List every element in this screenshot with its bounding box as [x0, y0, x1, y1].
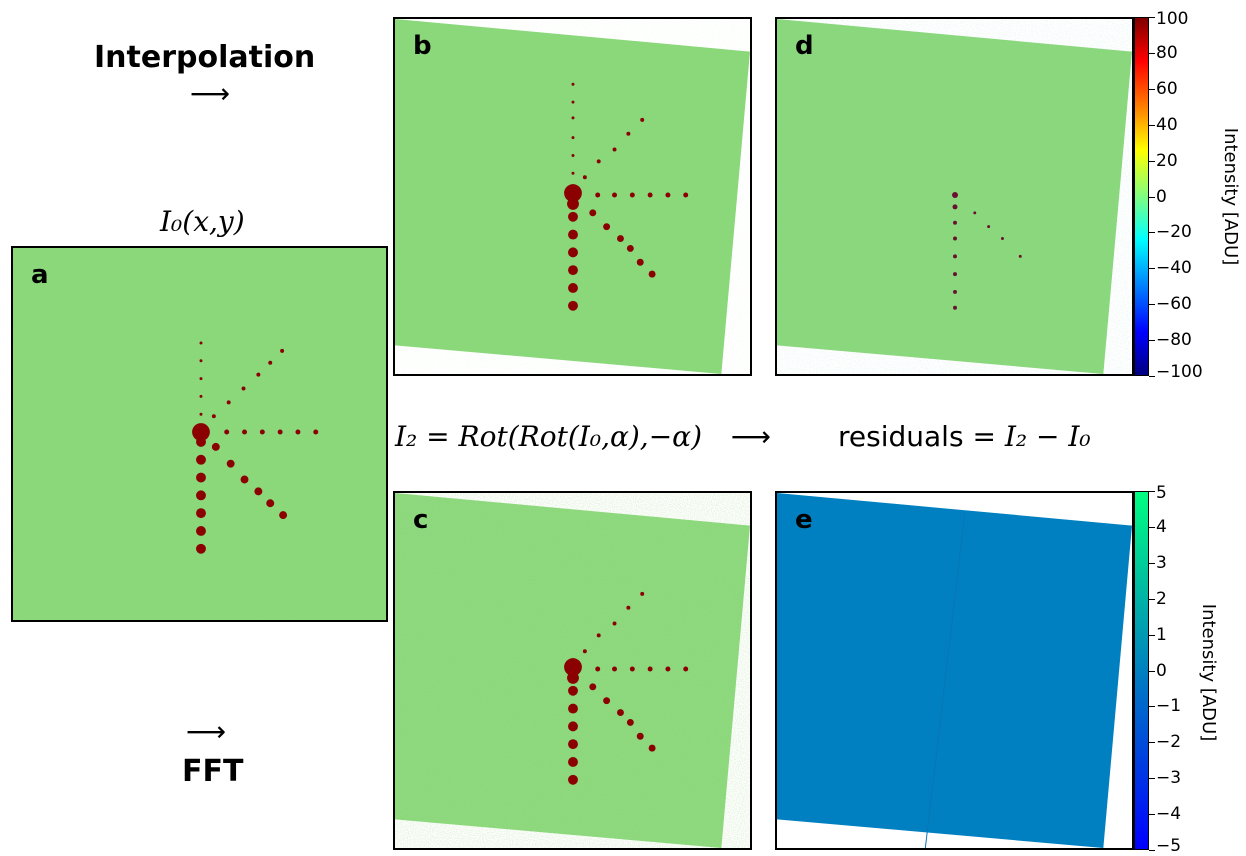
colorbar-bottom-label: Intensity [ADU] — [1198, 603, 1220, 742]
colorbar-bottom-tick-label: −2 — [1156, 732, 1182, 753]
panel-e-image — [777, 493, 1132, 848]
colorbar-top-tickmark — [1149, 17, 1155, 18]
colorbar-top-tickmark — [1149, 340, 1155, 342]
colorbar-bottom-tickmark — [1149, 778, 1155, 780]
colorbar-top-label: Intensity [ADU] — [1220, 127, 1242, 266]
colorbar-top-tickmark — [1149, 124, 1155, 126]
panel-d-interpolation-residuals: d — [775, 17, 1134, 376]
colorbar-bottom-tickmark — [1149, 598, 1155, 600]
colorbar-bottom-tick-label: −3 — [1156, 768, 1182, 789]
colorbar-bottom-tickmark — [1149, 562, 1155, 564]
colorbar-top-tick-label: −40 — [1156, 258, 1192, 279]
colorbar-top-tickmark — [1149, 304, 1155, 306]
colorbar-bottom — [1134, 491, 1149, 850]
colorbar-bottom-tickmark — [1149, 526, 1155, 528]
panel-b-image — [395, 19, 750, 374]
colorbar-bottom-tickmark — [1149, 742, 1155, 744]
colorbar-bottom-tick-label: −5 — [1156, 836, 1182, 856]
colorbar-top-tick-label: −80 — [1156, 330, 1192, 351]
colorbar-bottom-tick-label: −4 — [1156, 804, 1182, 825]
colorbar-top-tick-label: 0 — [1156, 186, 1167, 207]
colorbar-top — [1134, 17, 1149, 376]
panel-d-spots — [952, 192, 1022, 310]
panel-c-letter: c — [413, 505, 429, 535]
panel-e-letter: e — [795, 505, 813, 535]
panel-a-image — [13, 248, 386, 620]
fft-arrow-icon: ⟶ — [186, 715, 227, 748]
panel-c-image — [395, 493, 750, 848]
colorbar-bottom-tick-label: 4 — [1156, 516, 1167, 537]
colorbar-bottom-tick-label: 3 — [1156, 552, 1167, 573]
panel-e-fft-residuals: e — [775, 491, 1134, 850]
colorbar-bottom-tick-label: 0 — [1156, 660, 1167, 681]
colorbar-bottom-tick-label: 5 — [1156, 483, 1167, 503]
colorbar-bottom-tickmark — [1149, 670, 1155, 672]
residuals-word: residuals — [838, 420, 964, 453]
panel-b-interpolation-result: b — [393, 17, 752, 376]
colorbar-top-tick-label: 100 — [1156, 9, 1189, 29]
equation-arrow-icon: ⟶ — [730, 420, 772, 453]
colorbar-bottom-tickmark — [1149, 850, 1155, 851]
panel-d-letter: d — [795, 31, 814, 61]
panel-b-letter: b — [413, 31, 432, 61]
interpolation-arrow-icon: ⟶ — [190, 77, 231, 110]
colorbar-top-tickmark — [1149, 268, 1155, 270]
colorbar-top-tickmark — [1149, 232, 1155, 234]
panel-c-fft-result: c — [393, 491, 752, 850]
colorbar-top-tickmark — [1149, 196, 1155, 198]
colorbar-top-tick-label: −20 — [1156, 222, 1192, 243]
panel-d-image — [777, 19, 1132, 374]
colorbar-bottom-tick-label: 1 — [1156, 624, 1167, 645]
colorbar-top-tick-label: −60 — [1156, 294, 1192, 315]
rotation-equation: I₂ = Rot(Rot(I₀,α),−α) ⟶ — [395, 420, 771, 453]
panel-b-spots — [564, 82, 689, 311]
colorbar-bottom-tickmark — [1149, 491, 1155, 492]
colorbar-top-tickmark — [1149, 52, 1155, 54]
fft-label: FFT — [182, 754, 244, 789]
residuals-formula: = I₂ − I₀ — [972, 420, 1091, 453]
colorbar-top-tick-label: 40 — [1156, 114, 1178, 135]
panel-a-original-image: a — [11, 246, 388, 622]
colorbar-bottom-tickmark — [1149, 634, 1155, 636]
equation-text: I₂ = Rot(Rot(I₀,α),−α) — [395, 420, 702, 453]
colorbar-top-tickmark — [1149, 376, 1155, 377]
colorbar-bottom-tick-label: −1 — [1156, 696, 1182, 717]
panel-a-letter: a — [31, 260, 49, 290]
interpolation-label: Interpolation — [94, 40, 316, 75]
residuals-equation: residuals = I₂ − I₀ — [838, 420, 1091, 453]
panel-c-spots — [564, 591, 689, 785]
colorbar-bottom-tickmark — [1149, 706, 1155, 708]
i0-label: I₀(x,y) — [160, 205, 245, 238]
colorbar-top-tickmark — [1149, 160, 1155, 162]
colorbar-bottom-tickmark — [1149, 814, 1155, 816]
panel-a-spots — [192, 341, 319, 554]
colorbar-top-tick-label: 20 — [1156, 150, 1178, 171]
colorbar-bottom-tick-label: 2 — [1156, 588, 1167, 609]
colorbar-top-tick-label: 80 — [1156, 42, 1178, 63]
colorbar-top-tickmark — [1149, 88, 1155, 90]
colorbar-top-tick-label: −100 — [1156, 362, 1203, 382]
colorbar-top-tick-label: 60 — [1156, 78, 1178, 99]
